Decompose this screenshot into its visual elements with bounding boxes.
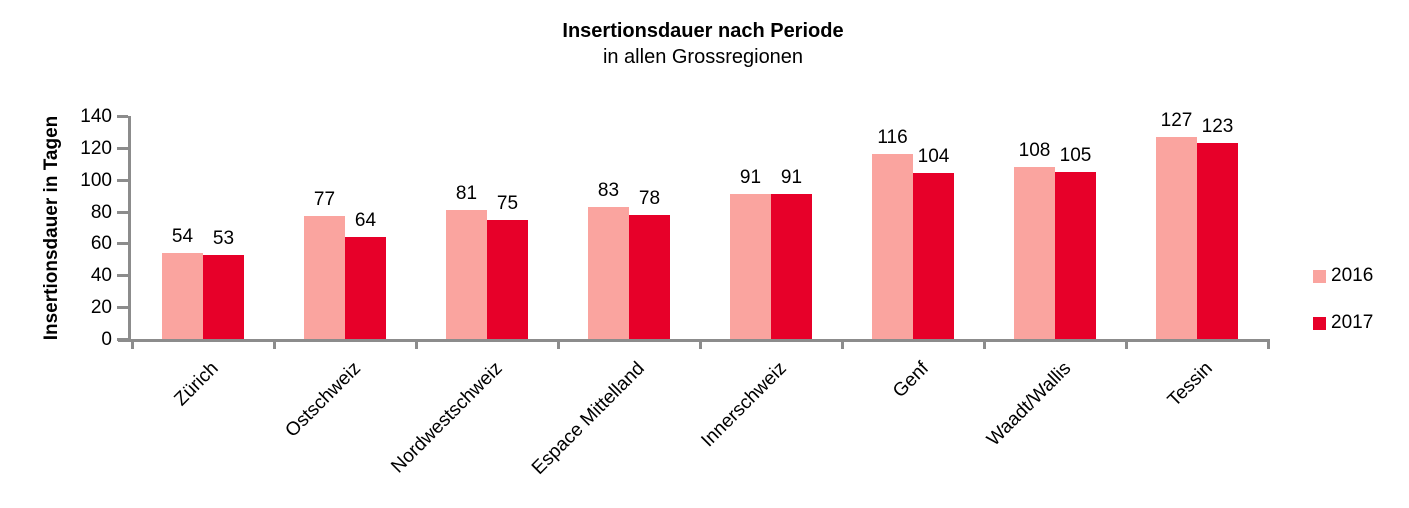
x-axis-category-label: Innerschweiz [697, 358, 791, 452]
bar-2016-nordwestschweiz [446, 210, 487, 339]
bar-value-label: 116 [877, 127, 908, 148]
bar-value-label: 127 [1160, 110, 1193, 131]
y-axis-tick [117, 306, 128, 310]
y-axis-tick [117, 146, 128, 150]
bar-2016-genf [872, 154, 913, 339]
legend-label: 2016 [1331, 265, 1374, 286]
x-axis-category-label: Waadt/Wallis [982, 358, 1075, 451]
bar-value-label: 105 [1059, 145, 1092, 166]
legend-swatch-2017 [1313, 316, 1326, 330]
bar-value-label: 53 [212, 228, 235, 249]
y-axis-tick [117, 338, 128, 341]
x-axis-tick [557, 339, 560, 349]
bar-2017-z-rich [203, 255, 244, 339]
bar-2016-waadt-wallis [1014, 167, 1055, 339]
bar-value-label: 91 [739, 167, 762, 188]
y-axis-tick-label: 80 [90, 201, 112, 223]
bar-2016-ostschweiz [304, 216, 345, 339]
legend-swatch-2016 [1313, 269, 1326, 283]
bar-2017-espace-mittelland [629, 215, 670, 339]
y-axis-tick [117, 242, 128, 246]
x-axis-category-label: Ostschweiz [281, 358, 365, 442]
x-axis-category-label: Espace Mittelland [527, 358, 649, 479]
y-axis-tick-label: 100 [80, 169, 112, 191]
x-axis-line [118, 339, 1270, 342]
bar-value-label: 83 [597, 180, 620, 201]
y-axis-tick [117, 115, 128, 118]
bar-2017-tessin [1197, 143, 1238, 339]
bar-value-label: 104 [917, 146, 950, 167]
x-axis-tick [1125, 339, 1128, 349]
bar-2017-innerschweiz [771, 194, 812, 339]
y-axis-tick-label: 0 [101, 329, 112, 350]
bar-2017-genf [913, 173, 954, 339]
y-axis-tick-label: 140 [80, 106, 112, 127]
y-axis-tick [117, 274, 128, 278]
x-axis-tick [699, 339, 702, 349]
bar-2017-nordwestschweiz [487, 220, 528, 339]
x-axis-category-label: Tessin [1163, 358, 1217, 411]
y-axis-tick [117, 178, 128, 182]
bar-value-label: 78 [638, 188, 661, 209]
bar-2017-waadt-wallis [1055, 172, 1096, 339]
x-axis-category-label: Nordwestschweiz [387, 358, 507, 478]
bar-value-label: 91 [780, 167, 803, 188]
chart-title: Insertionsdauer nach Periode [562, 20, 844, 42]
bar-value-label: 108 [1018, 140, 1051, 161]
bar-2016-z-rich [162, 253, 203, 339]
bar-value-label: 77 [313, 189, 336, 210]
x-axis-category-label: Zürich [170, 358, 223, 411]
bar-value-label: 75 [496, 193, 519, 214]
chart-subtitle: in allen Grossregionen [602, 46, 804, 68]
x-axis-tick [841, 339, 844, 349]
bar-2017-ostschweiz [345, 237, 386, 339]
bar-value-label: 123 [1201, 116, 1234, 137]
y-axis-tick-label: 120 [80, 137, 112, 159]
bar-value-label: 64 [354, 210, 377, 231]
x-axis-tick [983, 339, 986, 349]
x-axis-tick [131, 339, 134, 349]
bar-value-label: 81 [455, 183, 478, 204]
bar-2016-innerschweiz [730, 194, 771, 339]
x-axis-tick [415, 339, 418, 349]
bar-value-label: 54 [171, 226, 194, 247]
legend-item-2016: 2016 [1313, 265, 1373, 287]
x-axis-tick [273, 339, 276, 349]
bar-2016-espace-mittelland [588, 207, 629, 339]
legend-item-2017: 2017 [1313, 312, 1373, 334]
bar-2016-tessin [1156, 137, 1197, 339]
y-axis-tick-label: 40 [90, 265, 112, 287]
y-axis-line [128, 116, 131, 342]
legend-label: 2017 [1331, 312, 1374, 333]
x-axis-category-label: Genf [888, 358, 933, 402]
x-axis-tick [1267, 339, 1270, 349]
y-axis-tick-label: 60 [90, 233, 112, 255]
y-axis-tick [117, 210, 128, 214]
y-axis-tick-label: 20 [90, 297, 112, 319]
